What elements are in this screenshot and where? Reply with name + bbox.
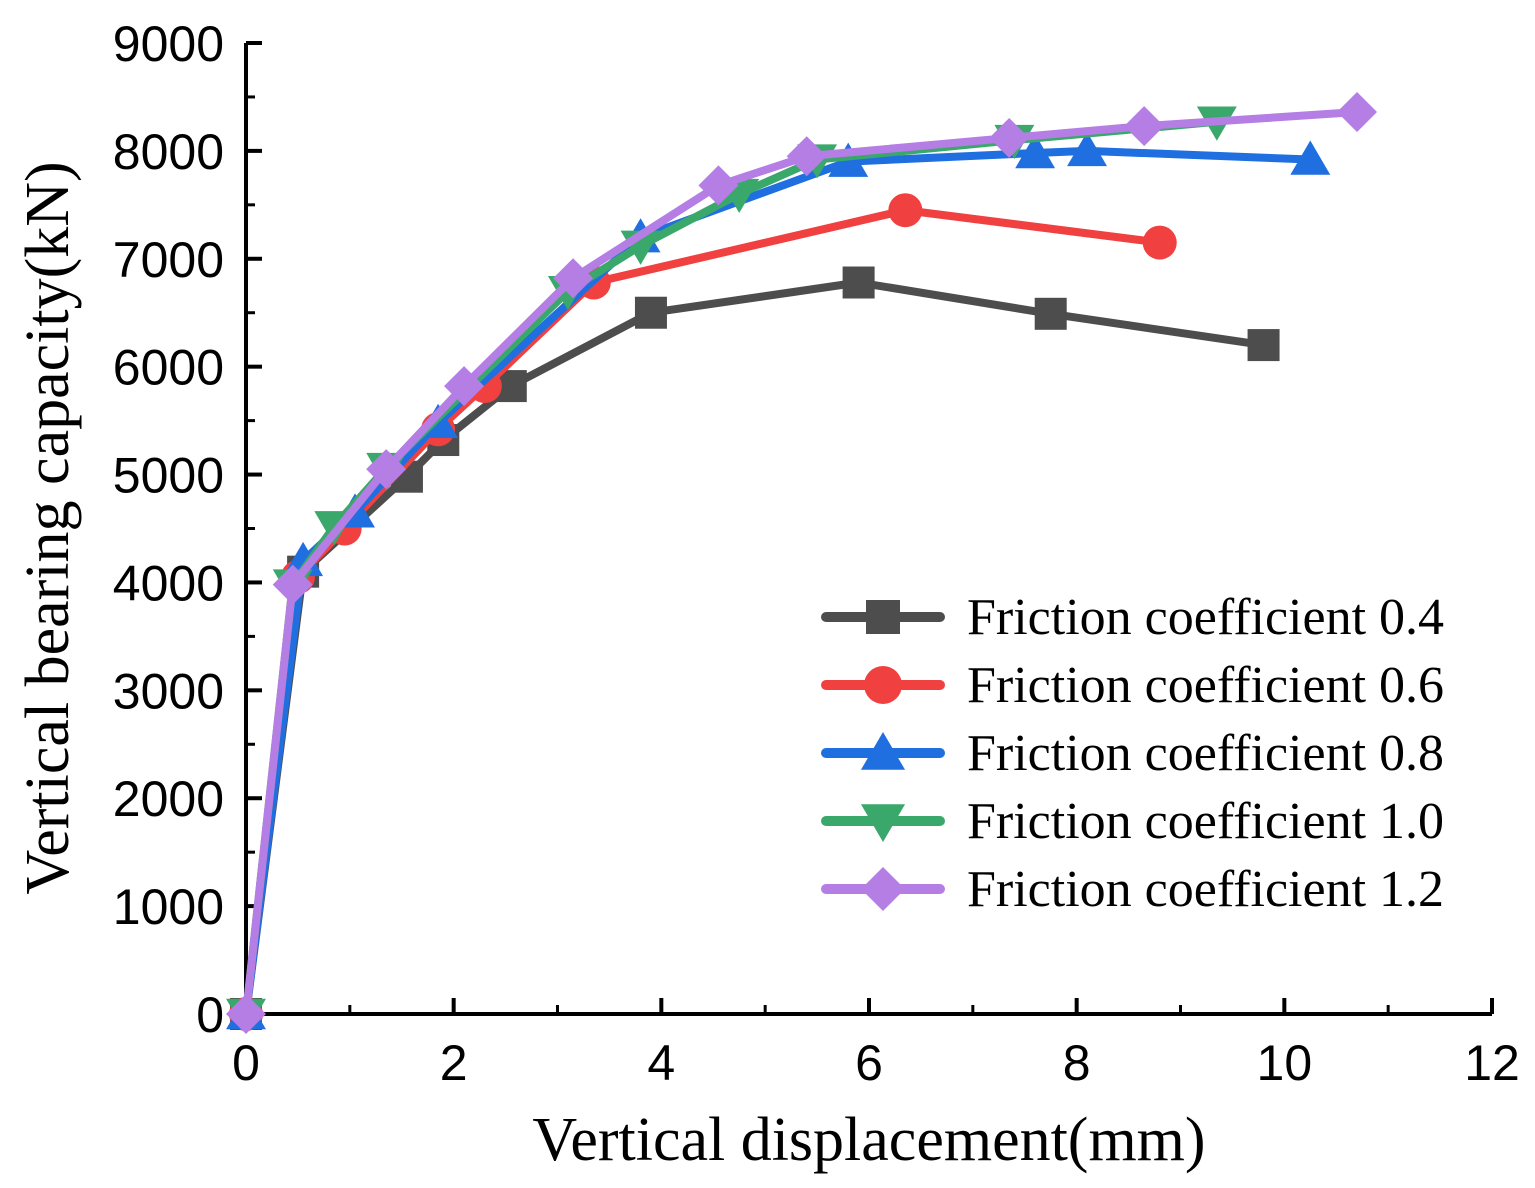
legend-item: Friction coefficient 0.8	[821, 725, 1444, 782]
legend-label: Friction coefficient 1.2	[967, 861, 1444, 918]
series-layer	[226, 92, 1378, 1034]
x-tick-label: 12	[1464, 1035, 1520, 1091]
legend-marker	[866, 600, 900, 634]
legend-marker	[860, 804, 906, 842]
y-ticks: 0 1000 2000 3000 4000 5000 6000 7000 8000 9000	[113, 16, 262, 1043]
data-point	[1124, 106, 1165, 147]
y-tick-label: 7000	[113, 232, 224, 288]
data-point	[1337, 92, 1378, 133]
data-point	[366, 449, 407, 490]
x-ticks: 0 2 4 6 8 10 12	[232, 998, 1520, 1091]
legend-item: Friction coefficient 0.6	[821, 657, 1444, 714]
x-tick-label: 6	[855, 1035, 883, 1091]
y-tick-label: 5000	[113, 448, 224, 504]
x-axis-title: Vertical displacement(mm)	[532, 1106, 1205, 1174]
y-tick-label: 1000	[113, 879, 224, 935]
y-tick-label: 9000	[113, 16, 224, 72]
legend-label: Friction coefficient 1.0	[967, 793, 1444, 850]
legend-label: Friction coefficient 0.6	[967, 657, 1444, 714]
legend-label: Friction coefficient 0.4	[967, 589, 1444, 646]
y-tick-label: 8000	[113, 124, 224, 180]
data-point	[1290, 140, 1331, 175]
data-point	[842, 266, 875, 299]
legend-label: Friction coefficient 0.8	[967, 725, 1444, 782]
data-point	[888, 193, 923, 228]
data-point	[634, 296, 667, 329]
data-point	[1015, 134, 1056, 169]
data-point	[698, 165, 739, 206]
data-point	[226, 994, 266, 1034]
data-point	[786, 136, 827, 177]
legend-item: Friction coefficient 1.0	[821, 793, 1444, 850]
y-tick-label: 3000	[113, 663, 224, 719]
x-tick-label: 8	[1063, 1035, 1091, 1091]
y-tick-label: 2000	[113, 771, 224, 827]
legend-item: Friction coefficient 1.2	[821, 861, 1444, 918]
data-point	[272, 564, 313, 605]
x-tick-label: 0	[232, 1035, 260, 1091]
y-tick-label: 0	[196, 987, 224, 1043]
legend: Friction coefficient 0.4 Friction coeffic…	[821, 589, 1444, 918]
series-4	[226, 92, 1378, 1034]
x-tick-label: 4	[647, 1035, 675, 1091]
y-axis-title: Vertical bearing capacity(kN)	[14, 161, 82, 894]
legend-marker	[861, 867, 905, 911]
x-tick-label: 2	[440, 1035, 468, 1091]
data-point	[989, 117, 1030, 158]
y-tick-label: 4000	[113, 555, 224, 611]
data-point	[1142, 225, 1177, 260]
y-tick-label: 6000	[113, 340, 224, 396]
series-line	[242, 108, 1362, 1018]
legend-marker	[860, 732, 906, 770]
legend-item: Friction coefficient 0.4	[821, 589, 1444, 646]
data-point	[444, 366, 485, 407]
data-point	[1247, 329, 1280, 362]
data-point	[553, 258, 594, 299]
data-point	[1067, 131, 1107, 167]
data-point	[1034, 297, 1067, 330]
legend-marker	[864, 666, 902, 704]
x-tick-label: 10	[1257, 1035, 1313, 1091]
